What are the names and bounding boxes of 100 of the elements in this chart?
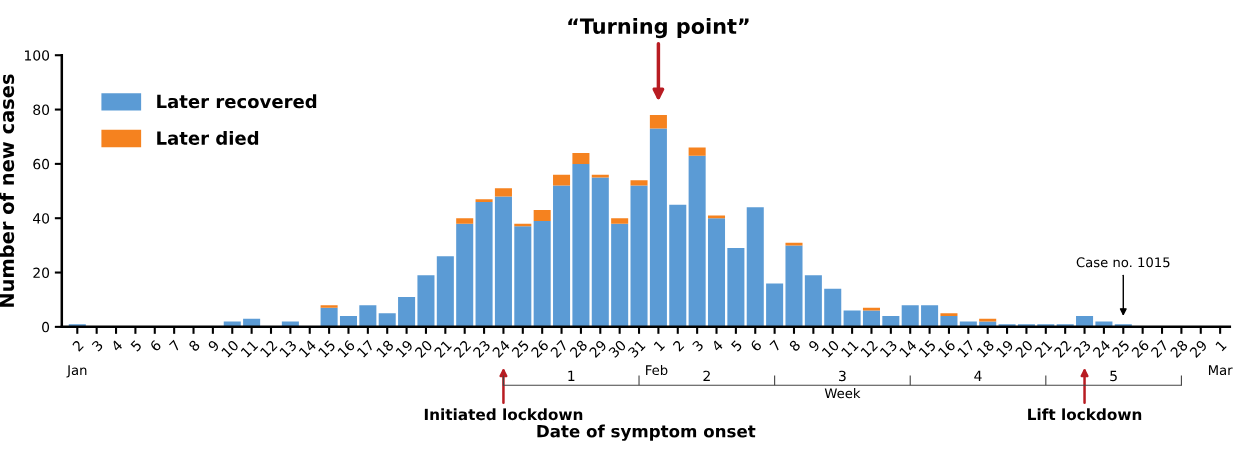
bar bbox=[688, 155, 706, 327]
legend-label: Later died bbox=[157, 130, 259, 145]
x-tick-label: 20 bbox=[1014, 339, 1034, 359]
y-tick-label: 20 bbox=[33, 267, 50, 279]
bar bbox=[824, 288, 842, 327]
x-tick-label: 27 bbox=[1150, 339, 1169, 358]
x-tick-label: 27 bbox=[549, 339, 569, 358]
x-tick-label: 6 bbox=[149, 339, 162, 352]
bar bbox=[553, 174, 571, 186]
x-tick-label: 16 bbox=[937, 339, 956, 358]
x-tick-label: 29 bbox=[1189, 339, 1208, 359]
bar bbox=[649, 114, 667, 129]
x-tick-label: 23 bbox=[1072, 339, 1092, 359]
x-tick-label: 9 bbox=[207, 339, 220, 352]
x-tick-label: 16 bbox=[337, 339, 356, 358]
bar bbox=[494, 188, 512, 197]
x-tick-label: 24 bbox=[491, 339, 511, 358]
x-tick-label: 14 bbox=[899, 339, 918, 358]
y-tick-label: 0 bbox=[42, 321, 50, 333]
x-tick-label: 17 bbox=[356, 339, 375, 358]
text: Initiated lockdown bbox=[424, 408, 583, 421]
x-tick-label: 26 bbox=[530, 339, 550, 359]
bar bbox=[553, 185, 571, 327]
bar bbox=[1095, 321, 1113, 327]
x2-axis-title: Week bbox=[824, 387, 861, 399]
x-tick-label: 24 bbox=[1092, 339, 1111, 358]
bar bbox=[1076, 316, 1094, 327]
bar bbox=[746, 207, 764, 327]
x-tick-label: 22 bbox=[453, 339, 472, 358]
x-tick-label: 15 bbox=[317, 339, 336, 358]
x-tick-label: 6 bbox=[749, 339, 763, 352]
x2-tick-label: 5 bbox=[1110, 370, 1117, 382]
x-tick-label: 20 bbox=[414, 339, 433, 359]
x-tick-label: 29 bbox=[588, 339, 608, 359]
bar bbox=[223, 321, 241, 327]
x-tick-label: 25 bbox=[511, 339, 530, 359]
bar bbox=[785, 245, 803, 327]
text: “Turning point” bbox=[568, 17, 749, 39]
bar bbox=[378, 313, 396, 327]
bar bbox=[572, 163, 590, 327]
x-tick-label: 18 bbox=[976, 339, 995, 358]
bar bbox=[959, 321, 977, 327]
bar bbox=[398, 296, 416, 327]
bar bbox=[456, 223, 474, 327]
x-tick-label: 3 bbox=[691, 339, 704, 352]
bar bbox=[611, 218, 629, 224]
x-tick-label: 10 bbox=[221, 339, 240, 358]
x-tick-label: 22 bbox=[1053, 339, 1072, 358]
bar bbox=[456, 218, 474, 224]
x-tick-label: 30 bbox=[608, 339, 627, 359]
x-axis-title: Date of symptom onset bbox=[537, 424, 756, 441]
bar bbox=[320, 307, 338, 327]
x-tick-label: 19 bbox=[395, 339, 414, 358]
bar bbox=[921, 305, 939, 327]
bar bbox=[979, 321, 997, 327]
x-tick-label: 13 bbox=[879, 339, 898, 358]
bar bbox=[804, 275, 822, 327]
bar bbox=[940, 316, 958, 327]
bar bbox=[669, 204, 687, 327]
bar bbox=[940, 313, 958, 317]
x2-tick-label: 4 bbox=[974, 370, 982, 381]
bar bbox=[514, 226, 532, 327]
bar bbox=[475, 199, 493, 202]
x-tick-label: 21 bbox=[1034, 339, 1053, 358]
bar bbox=[630, 185, 648, 327]
x-tick-label: 1 bbox=[653, 339, 665, 352]
legend-label: Later recovered bbox=[157, 94, 317, 109]
x-tick-label: 10 bbox=[821, 339, 840, 358]
x-tick-label: 3 bbox=[91, 339, 104, 352]
bar bbox=[572, 153, 590, 164]
x-tick-label: 8 bbox=[788, 339, 801, 352]
x-tick-label: 15 bbox=[918, 339, 937, 358]
x-tick-label: 19 bbox=[995, 339, 1014, 358]
x-tick-label: 8 bbox=[188, 339, 201, 352]
x2-tick-label: 1 bbox=[568, 370, 575, 381]
y-tick-label: 40 bbox=[33, 213, 50, 224]
x-tick-label: 12 bbox=[259, 339, 278, 358]
x-tick-label: 21 bbox=[433, 339, 452, 358]
bar bbox=[591, 177, 609, 327]
x-tick-label: 26 bbox=[1131, 339, 1150, 359]
bar bbox=[843, 310, 861, 327]
text: Mar bbox=[1208, 365, 1233, 376]
x-tick-label: 7 bbox=[169, 339, 181, 352]
y-tick-label: 60 bbox=[33, 158, 50, 170]
bar bbox=[862, 310, 880, 327]
bar bbox=[766, 283, 784, 327]
x-tick-label: 11 bbox=[840, 339, 859, 358]
x-tick-label: 25 bbox=[1111, 339, 1131, 359]
x-tick-label: 4 bbox=[110, 339, 123, 352]
bar bbox=[862, 307, 880, 311]
x-tick-label: 5 bbox=[730, 339, 743, 352]
bar bbox=[339, 316, 357, 327]
bar bbox=[494, 196, 512, 327]
x-tick-label: 9 bbox=[807, 339, 821, 352]
x-tick-label: 31 bbox=[627, 339, 646, 359]
y-axis-title: Number of new cases bbox=[0, 74, 15, 307]
bar bbox=[359, 305, 377, 327]
x-tick-label: 17 bbox=[957, 339, 975, 358]
x-tick-label: 11 bbox=[240, 339, 259, 358]
bar bbox=[417, 275, 435, 327]
